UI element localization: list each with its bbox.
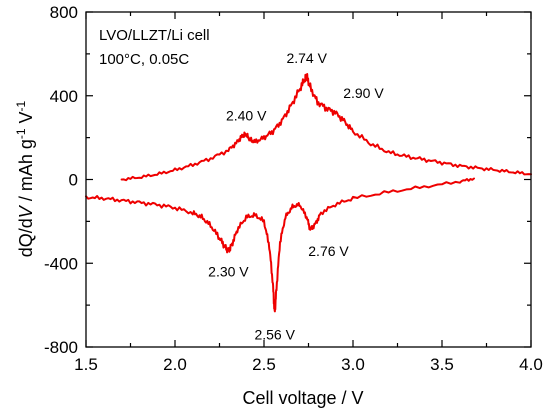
charge-curve bbox=[120, 73, 532, 182]
y-axis-title-exp2: -1 bbox=[14, 100, 28, 111]
y-tick-label: 800 bbox=[50, 3, 78, 22]
y-axis-title-v: V bbox=[16, 204, 36, 218]
peak-label: 2.40 V bbox=[226, 107, 267, 123]
y-axis-title-exp1: -1 bbox=[14, 128, 28, 139]
x-tick-label: 4.0 bbox=[519, 355, 543, 374]
peak-label: 2.74 V bbox=[286, 50, 327, 66]
ticks-layer bbox=[85, 11, 532, 348]
peak-label: 2.90 V bbox=[343, 85, 384, 101]
x-axis-title: Cell voltage / V bbox=[242, 388, 363, 408]
annotation-conditions: 100°C, 0.05C bbox=[99, 51, 189, 68]
y-tick-label: 400 bbox=[50, 87, 78, 106]
x-tick-label: 2.0 bbox=[163, 355, 187, 374]
x-tick-label: 2.5 bbox=[252, 355, 276, 374]
peak-label: 2.56 V bbox=[254, 327, 295, 343]
x-tick-label: 3.5 bbox=[430, 355, 454, 374]
series-layer bbox=[85, 73, 532, 313]
tick-labels-layer: 1.5 2.0 2.5 3.0 3.5 4.0 -800 -400 0 400 800 bbox=[44, 3, 543, 374]
y-axis-title-dq: dQ/d bbox=[16, 218, 36, 257]
y-tick-label: -400 bbox=[44, 254, 78, 273]
x-tick-label: 3.0 bbox=[341, 355, 365, 374]
y-axis-title-v2: V bbox=[16, 111, 36, 128]
x-tick-label: 1.5 bbox=[74, 355, 98, 374]
y-axis-title-unit: / mAh g bbox=[16, 139, 36, 206]
y-axis-title: dQ/dV / mAh g-1 V-1 bbox=[14, 100, 36, 257]
y-tick-label: -800 bbox=[44, 338, 78, 357]
peak-label: 2.30 V bbox=[208, 264, 249, 280]
annotation-cell: LVO/LLZT/Li cell bbox=[99, 27, 210, 44]
discharge-curve bbox=[85, 177, 475, 313]
y-tick-label: 0 bbox=[69, 171, 78, 190]
peak-label: 2.76 V bbox=[308, 243, 349, 259]
peak-labels-layer: 2.40 V 2.74 V 2.90 V 2.30 V 2.56 V 2.76 V bbox=[208, 50, 384, 343]
